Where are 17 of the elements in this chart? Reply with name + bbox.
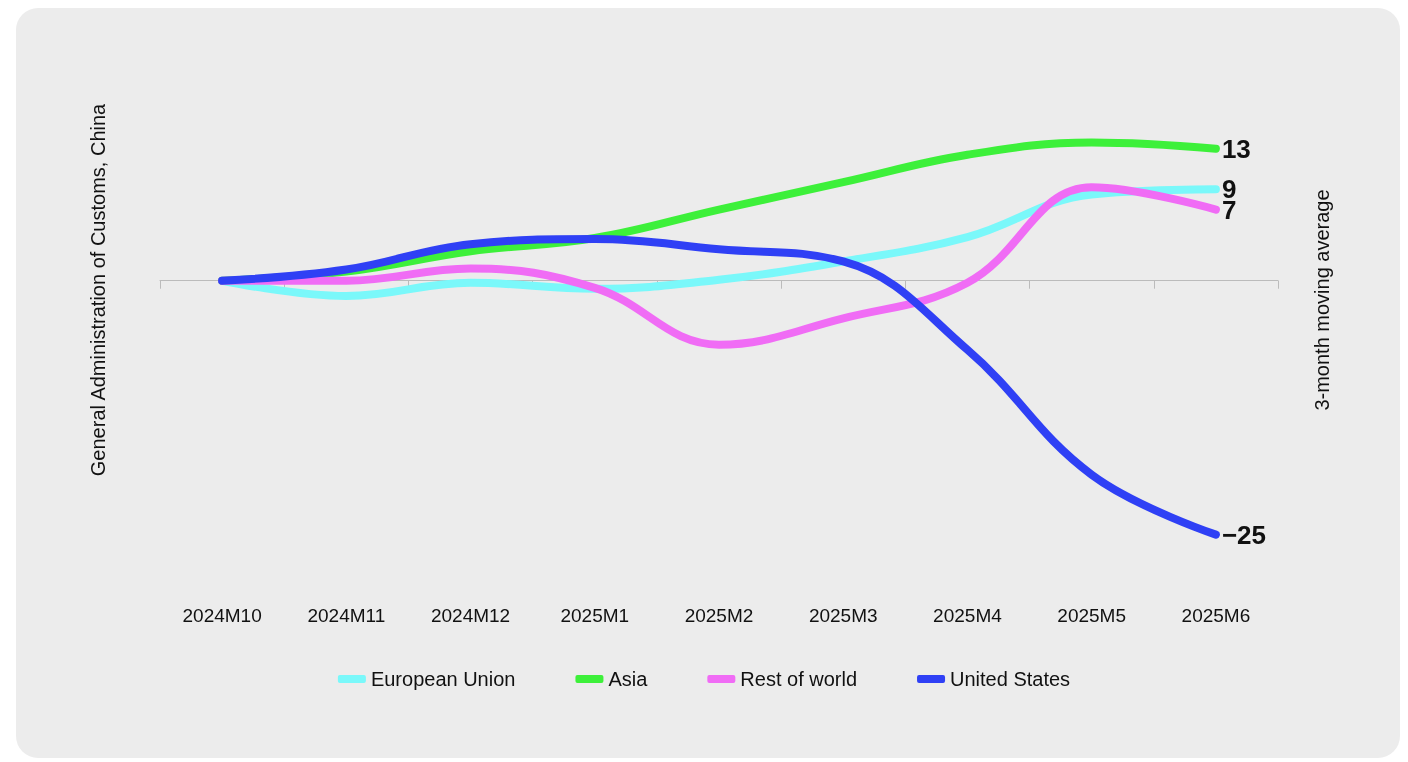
legend-label: European Union bbox=[370, 668, 516, 690]
legend-label: United States bbox=[950, 668, 1071, 690]
x-tick-label: 2025M4 bbox=[933, 605, 1003, 626]
x-tick-label: 2025M5 bbox=[1057, 605, 1126, 626]
x-tick-label: 2025M6 bbox=[1181, 605, 1251, 626]
legend-label: Asia bbox=[608, 668, 649, 690]
x-tick-label: 2024M12 bbox=[430, 605, 511, 626]
x-tick-label: 2025M2 bbox=[684, 605, 754, 626]
y-axis-title: General Administration of Customs, China bbox=[87, 102, 109, 477]
x-tick-label: 2025M3 bbox=[808, 605, 878, 626]
y2-axis-title: 3-month moving average bbox=[1311, 189, 1333, 411]
legend-label: Rest of world bbox=[740, 668, 858, 690]
x-tick-label: 2025M1 bbox=[560, 605, 630, 626]
x-tick-label: 2024M10 bbox=[182, 605, 262, 626]
x-tick-label: 2024M11 bbox=[307, 605, 386, 626]
data-label: −25 bbox=[1221, 519, 1266, 550]
data-label: 13 bbox=[1221, 133, 1251, 164]
